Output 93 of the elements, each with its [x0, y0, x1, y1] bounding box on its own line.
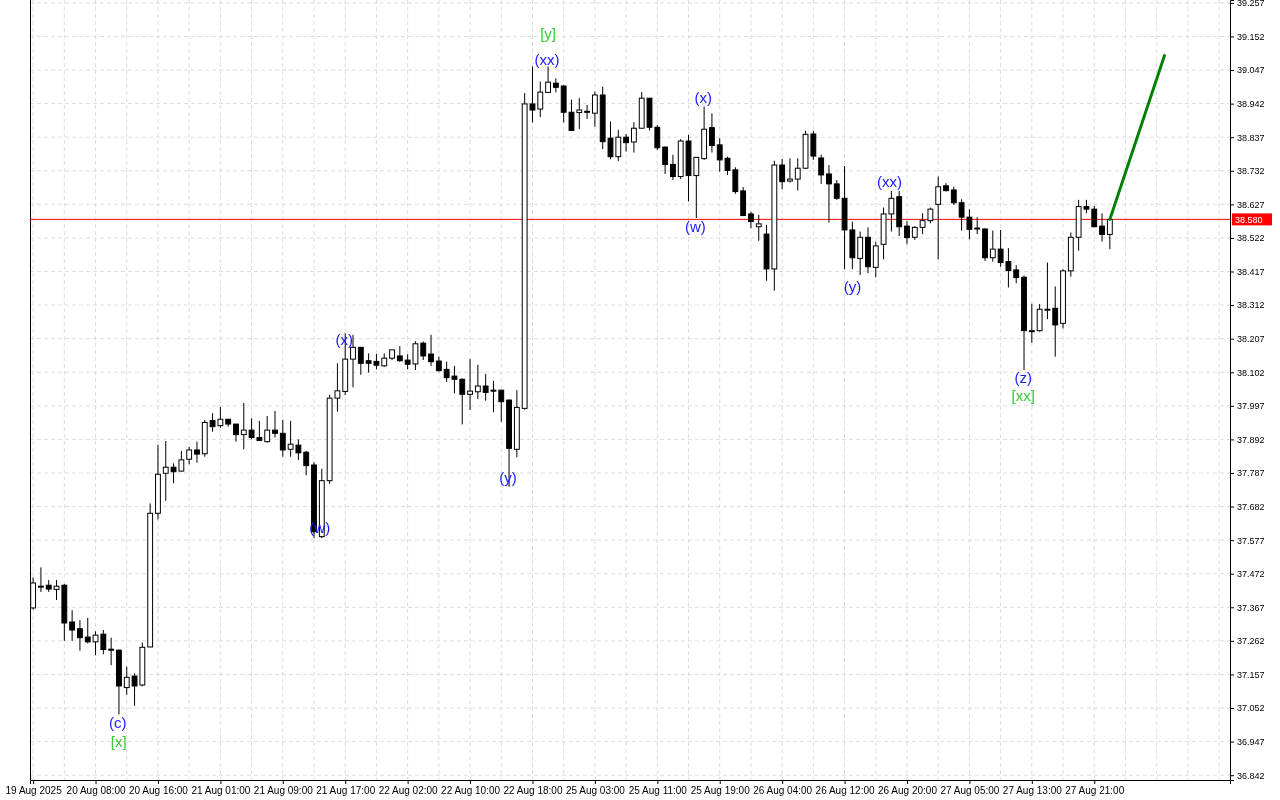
- candlestick: [194, 441, 200, 464]
- y-tick-label: 37.157: [1237, 669, 1265, 680]
- candlestick: [474, 364, 481, 400]
- candlestick: [950, 186, 957, 206]
- candlestick: [591, 90, 598, 128]
- y-tick-label: 37.367: [1237, 602, 1265, 613]
- candlestick: [630, 121, 637, 154]
- x-tick-label: 26 Aug 04:00: [753, 785, 813, 797]
- y-tick-label: 36.947: [1237, 737, 1265, 747]
- x-tick-label: 27 Aug 13:00: [1002, 785, 1063, 797]
- candlestick: [77, 619, 83, 652]
- y-tick-label: 38.627: [1237, 199, 1265, 210]
- y-tick-label: 39.257: [1237, 0, 1265, 9]
- x-tick-label: 22 Aug 10:00: [441, 785, 501, 797]
- candlestick: [545, 66, 551, 94]
- annotation: (xx): [534, 51, 560, 68]
- annotation: (xx): [877, 173, 903, 190]
- candlestick: [240, 402, 247, 450]
- x-tick-label: 21 Aug 09:00: [253, 785, 314, 797]
- x-tick-label: 25 Aug 11:00: [628, 785, 688, 797]
- x-tick-label: 26 Aug 20:00: [878, 785, 938, 797]
- y-tick-label: 39.047: [1237, 65, 1265, 76]
- annotation: [xx]: [1011, 387, 1035, 404]
- y-tick-label: 37.262: [1237, 636, 1265, 647]
- x-tick-label: 20 Aug 08:00: [66, 785, 126, 797]
- y-tick-label: 38.102: [1237, 367, 1265, 378]
- candlestick: [935, 176, 942, 260]
- candlestick: [428, 334, 434, 367]
- x-tick-label: 27 Aug 21:00: [1065, 785, 1125, 797]
- y-tick-label: 39.152: [1237, 31, 1265, 42]
- y-tick-label: 38.942: [1237, 99, 1265, 109]
- annotation: (x): [694, 89, 712, 106]
- y-tick-label: 36.842: [1237, 770, 1265, 781]
- candlestick: [779, 158, 786, 190]
- annotation: [x]: [110, 733, 127, 750]
- candlestick: [69, 609, 76, 642]
- candlestick: [818, 154, 825, 185]
- y-tick-label: 38.732: [1237, 166, 1265, 177]
- annotation: (w): [684, 218, 706, 235]
- x-tick-label: 27 Aug 05:00: [940, 785, 1000, 797]
- candlestick: [279, 419, 286, 458]
- candlestick: [1013, 264, 1020, 284]
- x-tick-label: 22 Aug 02:00: [378, 785, 439, 797]
- y-tick-label: 37.787: [1237, 468, 1265, 479]
- ref-line-label: 38.580: [1235, 215, 1263, 226]
- y-tick-label: 38.837: [1237, 132, 1265, 143]
- candlestick: [264, 415, 271, 444]
- candlestick: [857, 231, 864, 276]
- annotation: (c): [109, 714, 127, 731]
- candlestick: [709, 112, 715, 154]
- candlestick: [669, 154, 676, 181]
- y-tick-label: 38.312: [1237, 300, 1265, 311]
- x-tick-label: 21 Aug 17:00: [316, 785, 376, 797]
- x-tick-label: 22 Aug 18:00: [503, 785, 563, 797]
- x-tick-label: 26 Aug 12:00: [815, 785, 875, 797]
- candlestick: [826, 164, 832, 224]
- candlestick: [989, 230, 996, 263]
- candlestick: [1052, 286, 1059, 358]
- y-tick-label: 37.997: [1237, 401, 1265, 412]
- y-tick-label: 37.472: [1237, 569, 1265, 580]
- candlestick: [38, 566, 44, 593]
- candlestick: [108, 637, 115, 666]
- candlestick: [303, 450, 310, 476]
- annotation: (z): [1014, 369, 1032, 386]
- y-tick-label: 37.682: [1237, 501, 1265, 512]
- candlestick: [272, 410, 278, 438]
- candlestick: [1099, 212, 1105, 242]
- candlestick: [584, 104, 591, 120]
- candlestick: [787, 157, 793, 184]
- candlestick: [357, 346, 364, 376]
- y-tick-label: 37.577: [1237, 535, 1265, 546]
- y-tick-label: 38.417: [1237, 266, 1265, 277]
- candlestick: [872, 241, 879, 278]
- candlestick: [662, 145, 669, 175]
- x-tick-label: 25 Aug 03:00: [565, 785, 626, 797]
- y-tick-label: 38.207: [1237, 334, 1265, 345]
- x-tick-label: 19 Aug 2025: [5, 785, 63, 797]
- candlestick: [904, 220, 910, 245]
- candlestick: [467, 358, 473, 411]
- candlestick: [755, 214, 762, 242]
- candlestick: [1028, 303, 1035, 344]
- candlestick: [1106, 218, 1113, 250]
- y-tick-label: 38.522: [1237, 233, 1265, 244]
- candlestick: [552, 77, 559, 93]
- x-tick-label: 21 Aug 01:00: [191, 785, 251, 797]
- annotation: (y): [843, 278, 862, 295]
- y-tick-label: 37.892: [1237, 434, 1265, 445]
- y-tick-label: 37.052: [1237, 703, 1265, 714]
- candlestick: [350, 334, 356, 388]
- annotation: [y]: [540, 25, 556, 42]
- candlestick: [623, 133, 630, 153]
- x-tick-label: 20 Aug 16:00: [128, 785, 189, 797]
- x-tick-label: 25 Aug 19:00: [690, 785, 751, 797]
